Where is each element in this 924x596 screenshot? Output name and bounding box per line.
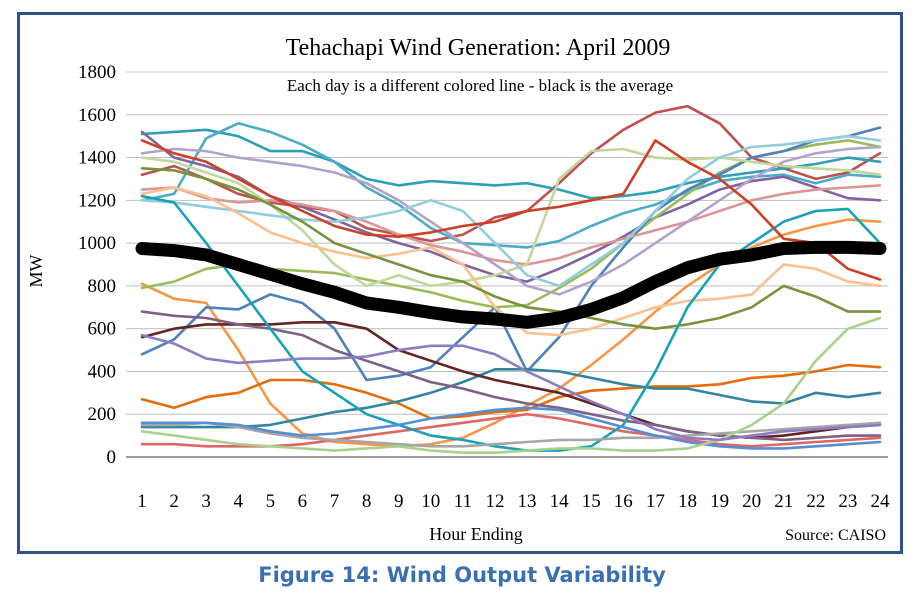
chart-title: Tehachapi Wind Generation: April 2009 [286,35,671,61]
x-tick-label: 13 [518,491,537,512]
y-tick-label: 400 [88,361,117,382]
y-tick-label: 1800 [78,62,116,83]
series-line-day [140,363,882,420]
x-tick-label: 23 [838,491,857,512]
series-line-day [140,218,882,448]
series-line-day [140,421,882,448]
x-tick-label: 2 [169,491,179,512]
chart-subtitle: Each day is a different colored line - b… [287,76,673,95]
y-tick-label: 1600 [78,105,116,126]
series-line-day [140,128,882,200]
x-axis-label: Hour Ending [429,524,523,544]
x-tick-label: 7 [330,491,340,512]
x-tick-label: 9 [394,491,404,512]
x-tick-label: 8 [362,491,372,512]
line-chart: Tehachapi Wind Generation: April 2009 Ea… [26,35,890,544]
x-tick-label: 16 [614,491,633,512]
series-line-day [140,316,882,455]
series-line-day [140,134,882,288]
source-note: Source: CAISO [785,527,886,544]
x-tick-label: 5 [266,491,276,512]
x-tick-label: 14 [550,491,570,512]
x-tick-label: 12 [485,491,504,512]
x-tick-label: 4 [234,491,244,512]
series-line-day [140,167,882,331]
x-tick-label: 3 [201,491,211,512]
x-tick-label: 11 [454,491,472,512]
y-tick-label: 1400 [78,148,116,169]
series-line-day [140,406,882,450]
y-tick-label: 200 [88,404,117,425]
y-tick-label: 0 [107,447,117,468]
series-line-day [140,145,882,296]
x-tick-label: 24 [871,491,891,512]
x-tick-label: 15 [582,491,601,512]
x-tick-label: 18 [678,491,697,512]
x-axis-ticks: 1 2 3 4 5 6 7 8 9 10 11 12 13 14 15 16 17 18 19 20 21 22 23 24 [137,491,890,512]
x-tick-label: 17 [646,491,665,512]
x-tick-label: 22 [806,491,825,512]
x-tick-label: 20 [742,491,761,512]
series-lines [135,104,887,455]
series-line-day [140,333,882,442]
series-line-day [140,139,882,281]
y-tick-label: 1200 [78,190,116,211]
series-line-day [140,310,882,442]
series-line-average [135,240,887,329]
x-tick-label: 10 [421,491,440,512]
figure-caption: Figure 14: Wind Output Variability [258,563,666,587]
x-tick-label: 6 [298,491,308,512]
series-line-day [140,194,882,452]
y-tick-label: 1000 [78,233,116,254]
y-axis-ticks: 0 200 400 600 800 1000 1200 1400 1600 1800 [78,62,116,468]
x-tick-label: 19 [710,491,729,512]
x-tick-label: 1 [137,491,147,512]
chart-frame: Tehachapi Wind Generation: April 2009 Ea… [17,12,903,554]
series-line-day [140,367,882,429]
y-tick-label: 600 [88,319,117,340]
x-tick-label: 21 [774,491,793,512]
series-line-day [140,126,882,382]
y-axis-label: MW [26,254,46,287]
y-tick-label: 800 [88,276,117,297]
